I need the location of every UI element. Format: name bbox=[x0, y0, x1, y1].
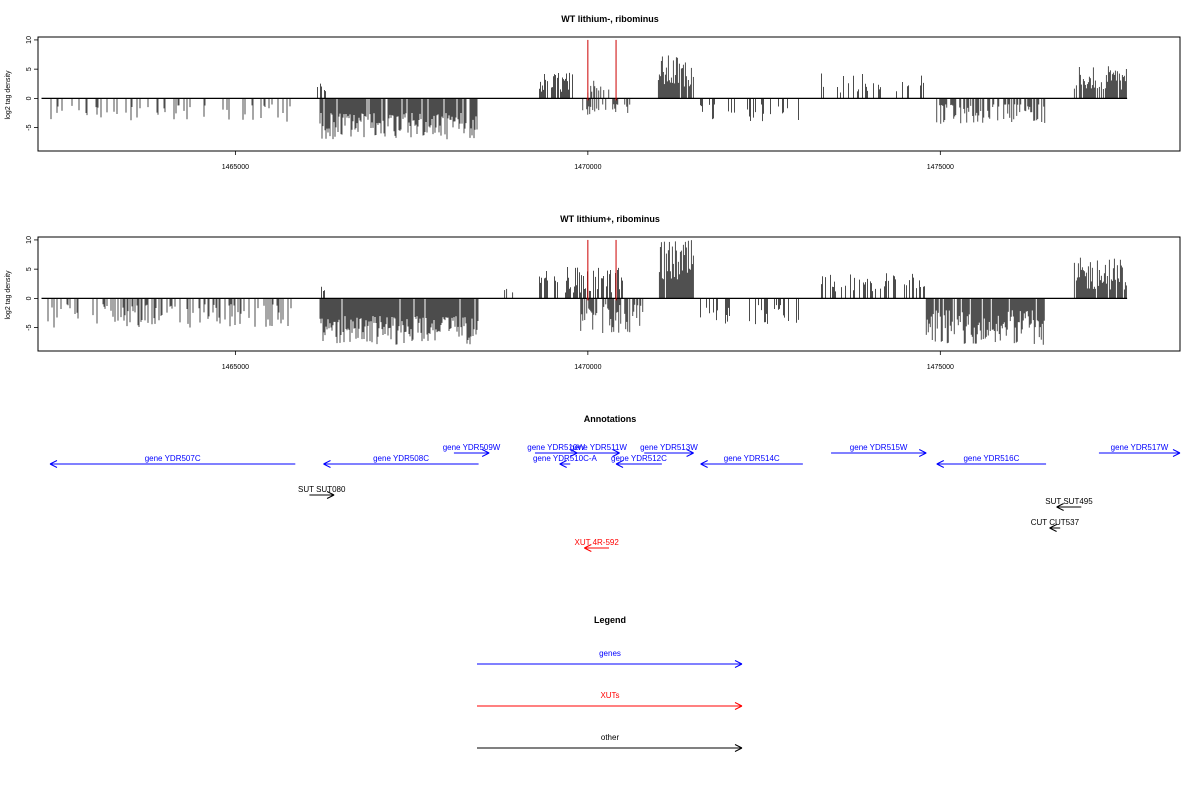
annotation-label: gene YDR516C bbox=[963, 454, 1019, 463]
annotation-label: XUT 4R-592 bbox=[574, 538, 619, 547]
x-tick-label: 1475000 bbox=[927, 164, 954, 171]
annotation-gene-ydr510w: gene YDR510W bbox=[527, 443, 585, 457]
annotation-cut-cut537: CUT CUT537 bbox=[1031, 518, 1080, 532]
x-tick-label: 1475000 bbox=[927, 364, 954, 371]
y-tick-label: 5 bbox=[26, 67, 33, 71]
annotation-label: gene YDR515W bbox=[850, 443, 908, 452]
y-axis-label: log2 tag density bbox=[5, 70, 12, 120]
track-panel-lithium-minus: WT lithium-, ribominus log2 tag density … bbox=[5, 14, 1181, 171]
legend-item-xut: XUTs bbox=[477, 691, 743, 710]
legend-label: genes bbox=[599, 649, 621, 658]
annotation-xut-4r-592: XUT 4R-592 bbox=[574, 538, 619, 552]
x-tick-label: 1465000 bbox=[222, 364, 249, 371]
annotation-label: gene YDR510C-A bbox=[533, 454, 598, 463]
annotation-gene-ydr510c-a: gene YDR510C-A bbox=[533, 454, 598, 468]
panel-title: WT lithium-, ribominus bbox=[561, 14, 659, 24]
annotation-label: CUT CUT537 bbox=[1031, 518, 1080, 527]
annotation-gene-ydr512c: gene YDR512C bbox=[611, 454, 667, 468]
annotation-gene-ydr515w: gene YDR515W bbox=[831, 443, 927, 457]
y-tick-label: 0 bbox=[26, 296, 33, 300]
y-tick-label: -5 bbox=[26, 324, 33, 330]
annotation-label: gene YDR508C bbox=[373, 454, 429, 463]
annotation-sut-sut080: SUT SUT080 bbox=[298, 485, 346, 499]
annotation-label: SUT SUT080 bbox=[298, 485, 346, 494]
annotation-gene-ydr511w: gene YDR511W bbox=[570, 443, 628, 457]
y-tick-label: 10 bbox=[26, 36, 33, 44]
annotation-label: gene YDR507C bbox=[145, 454, 201, 463]
annotation-label: gene YDR514C bbox=[724, 454, 780, 463]
y-axis-label: log2 tag density bbox=[5, 270, 12, 320]
annotation-label: SUT SUT495 bbox=[1045, 497, 1093, 506]
annotation-gene-ydr514c: gene YDR514C bbox=[700, 454, 803, 468]
bar-marks bbox=[41, 239, 1128, 345]
x-tick-label: 1470000 bbox=[574, 364, 601, 371]
x-tick-label: 1465000 bbox=[222, 164, 249, 171]
legend-item-other: other bbox=[477, 733, 743, 752]
legend-items: genes XUTs other bbox=[477, 649, 743, 752]
annotation-features: gene YDR507C gene YDR508C gene YDR509W gene… bbox=[49, 443, 1181, 552]
track-panel-lithium-plus: WT lithium+, ribominus log2 tag density … bbox=[5, 214, 1181, 371]
annotation-gene-ydr513w: gene YDR513W bbox=[640, 443, 698, 457]
axes: -5 0 5 10 1465000 1470000 1475000 bbox=[26, 36, 954, 171]
y-tick-label: -5 bbox=[26, 124, 33, 130]
annotation-gene-ydr517w: gene YDR517W bbox=[1098, 443, 1181, 457]
y-tick-label: 0 bbox=[26, 96, 33, 100]
legend-label: other bbox=[601, 733, 620, 742]
legend-title: Legend bbox=[594, 615, 626, 625]
panel-title: WT lithium+, ribominus bbox=[560, 214, 660, 224]
y-tick-label: 10 bbox=[26, 236, 33, 244]
annotation-sut-sut495: SUT SUT495 bbox=[1045, 497, 1093, 511]
annotations-title: Annotations bbox=[584, 414, 637, 424]
annotation-label: gene YDR510W bbox=[527, 443, 585, 452]
annotation-label: gene YDR513W bbox=[640, 443, 698, 452]
annotations-panel: Annotations gene YDR507C gene YDR508Cgene… bbox=[49, 414, 1181, 552]
annotation-label: gene YDR511W bbox=[570, 443, 628, 452]
legend-item-gene: genes bbox=[477, 649, 743, 668]
annotation-gene-ydr507c: gene YDR507C bbox=[49, 454, 296, 468]
annotation-gene-ydr509w: gene YDR509W bbox=[443, 443, 501, 457]
legend-label: XUTs bbox=[600, 691, 619, 700]
annotation-label: gene YDR517W bbox=[1111, 443, 1169, 452]
y-tick-label: 5 bbox=[26, 267, 33, 271]
axes: -5 0 5 10 1465000 1470000 1475000 bbox=[26, 236, 954, 371]
plot-frame bbox=[37, 236, 1181, 352]
annotation-gene-ydr508c: gene YDR508C bbox=[323, 454, 479, 468]
annotation-label: gene YDR512C bbox=[611, 454, 667, 463]
legend-panel: Legend genes XUTs other bbox=[477, 615, 743, 752]
annotation-label: gene YDR509W bbox=[443, 443, 501, 452]
annotation-gene-ydr516c: gene YDR516C bbox=[936, 454, 1047, 468]
x-tick-label: 1470000 bbox=[574, 164, 601, 171]
bar-marks bbox=[41, 39, 1128, 140]
